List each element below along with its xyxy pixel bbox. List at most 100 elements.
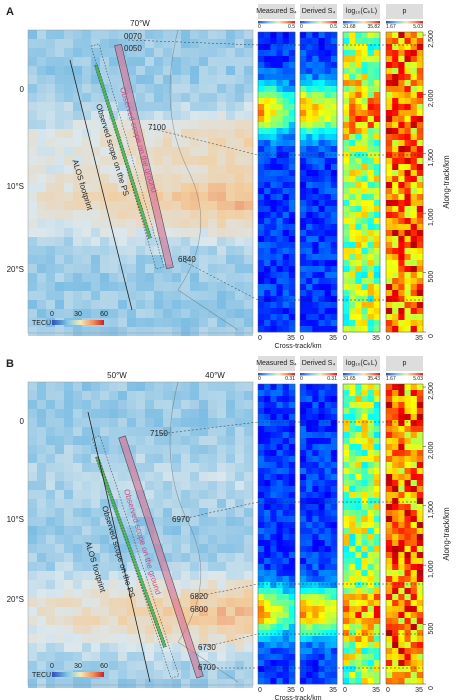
heatmap-cell (343, 396, 350, 403)
heatmap-cell (398, 516, 405, 523)
map-cell (172, 273, 181, 282)
map-cell (136, 382, 145, 391)
heatmap-cell (288, 98, 296, 105)
heatmap-cell (367, 326, 375, 333)
map-cell (172, 192, 181, 201)
heatmap-cell (318, 402, 325, 409)
heatmap-cell (373, 104, 381, 111)
heatmap-cell (282, 444, 290, 451)
map-cell (55, 499, 64, 508)
heatmap-cell (373, 618, 381, 625)
heatmap-cell (312, 260, 319, 267)
heatmap-cell (264, 516, 271, 523)
heatmap-frame (257, 31, 296, 333)
heatmap-cell (404, 546, 411, 553)
heatmap-cell (276, 302, 283, 309)
heatmap-cell (392, 128, 399, 135)
map-cell (163, 616, 172, 625)
heatmap-cell (416, 266, 424, 273)
heatmap-cell (270, 38, 277, 45)
map-cell (28, 436, 37, 445)
heatmap-cell (318, 630, 325, 637)
heatmap-cell (276, 104, 283, 111)
map-cell (199, 544, 208, 553)
heatmap-cell (386, 296, 393, 303)
heatmap-cell (392, 612, 399, 619)
map-cell (109, 643, 118, 652)
heatmap-cell (355, 600, 362, 607)
heatmap-cell (373, 474, 381, 481)
heatmap-cell (355, 534, 362, 541)
heatmap-cell (392, 432, 399, 439)
heatmap-cell (416, 420, 424, 427)
heatmap-cell (288, 242, 296, 249)
heatmap-cell (300, 456, 307, 463)
map-cell (91, 616, 100, 625)
map-cell (208, 409, 217, 418)
heatmap-cell (367, 122, 375, 129)
map-cell (208, 616, 217, 625)
map-cell (226, 454, 235, 463)
map-cell (145, 210, 154, 219)
map-cell (244, 391, 253, 400)
heatmap-cell (404, 56, 411, 63)
heatmap-cell (282, 384, 290, 391)
map-cell (100, 409, 109, 418)
map-cell (55, 472, 64, 481)
heatmap-cell (373, 636, 381, 643)
map-cell (217, 273, 226, 282)
map-cell (172, 93, 181, 102)
map-cell (244, 129, 253, 138)
map-cell (199, 300, 208, 309)
map-cell (55, 48, 64, 57)
heatmap-cell (282, 326, 290, 333)
heatmap-cell (386, 236, 393, 243)
heatmap-cell (318, 194, 325, 201)
map-cell (226, 165, 235, 174)
map-cell (82, 580, 91, 589)
map-cell (64, 400, 73, 409)
map-cell (235, 400, 244, 409)
heatmap-cell (330, 600, 338, 607)
map-cell (46, 391, 55, 400)
map-cell (100, 120, 109, 129)
map-cell (190, 427, 199, 436)
map-cell (64, 111, 73, 120)
heatmap-cell (361, 86, 368, 93)
map-cell (82, 327, 91, 336)
map-cell (190, 219, 199, 228)
map-cell (37, 445, 46, 454)
heatmap-cell (392, 522, 399, 529)
heatmap-cell (404, 414, 411, 421)
heatmap-cell (300, 128, 307, 135)
map-cell (145, 481, 154, 490)
heatmap-cell (349, 74, 356, 81)
heatmap-cell (258, 642, 265, 649)
heatmap-cell (324, 230, 332, 237)
heatmap-cell (324, 444, 332, 451)
map-cell (217, 255, 226, 264)
heatmap-cell (355, 206, 362, 213)
heatmap-cell (288, 642, 296, 649)
map-cell (73, 327, 82, 336)
map-cell (37, 165, 46, 174)
map-cell (37, 508, 46, 517)
heatmap-cell (264, 68, 271, 75)
heatmap-cell (258, 170, 265, 177)
heatmap-cell (288, 32, 296, 39)
heatmap-cell (318, 146, 325, 153)
heatmap-cell (318, 302, 325, 309)
heatmap-scale (258, 373, 295, 376)
x-tick-label: 0 (386, 687, 390, 694)
heatmap-cell (312, 218, 319, 225)
map-cell (163, 273, 172, 282)
heatmap-cell (330, 320, 338, 327)
heatmap-cell (349, 456, 356, 463)
heatmap-cell (282, 438, 290, 445)
ps-swath (90, 43, 165, 270)
heatmap-cell (270, 582, 277, 589)
heatmap-cell (300, 122, 307, 129)
map-cell (226, 436, 235, 445)
map-cell (136, 562, 145, 571)
map-cell (118, 282, 127, 291)
